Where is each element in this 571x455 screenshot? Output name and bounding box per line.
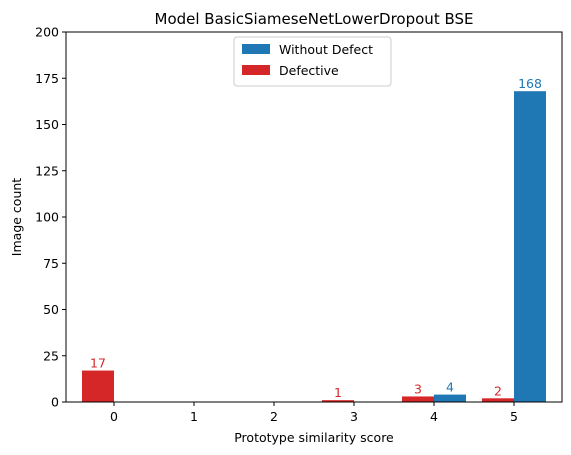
x-tick-label: 3	[350, 409, 358, 424]
x-axis: 0 1 2 3 4 5	[110, 402, 518, 424]
bar	[514, 91, 546, 402]
x-tick-label: 0	[110, 409, 118, 424]
bar	[482, 398, 514, 402]
x-tick-label: 4	[430, 409, 438, 424]
bar-data-label: 2	[494, 383, 502, 398]
y-tick-label: 100	[35, 210, 59, 225]
bar	[434, 394, 466, 402]
y-tick-label: 25	[43, 348, 59, 363]
y-axis-title: Image count	[9, 178, 24, 256]
y-tick-label: 125	[35, 163, 59, 178]
plot-area-frame	[65, 31, 563, 403]
bar-data-label: 3	[414, 381, 422, 396]
y-tick-label: 200	[35, 25, 59, 40]
x-tick-label: 2	[270, 409, 278, 424]
bar-data-label: 1	[334, 385, 342, 400]
x-tick-label: 5	[510, 409, 518, 424]
x-tick-label: 1	[190, 409, 198, 424]
chart-title: Model BasicSiameseNetLowerDropout BSE	[155, 10, 474, 28]
bars-group	[82, 91, 546, 402]
y-tick-label: 150	[35, 117, 59, 132]
legend-swatch	[242, 65, 270, 75]
bar-data-label: 4	[446, 380, 454, 395]
y-axis: 0 25 50 75 100 125 150 175 200	[35, 25, 66, 410]
bar-data-label: 168	[518, 76, 542, 91]
y-tick-label: 50	[43, 302, 59, 317]
legend-label: Without Defect	[279, 42, 373, 57]
legend-frame	[233, 36, 392, 87]
y-tick-label: 0	[51, 395, 59, 410]
x-axis-title: Prototype similarity score	[234, 430, 394, 445]
y-tick-label: 75	[43, 256, 59, 271]
bar	[322, 400, 354, 402]
legend-label: Defective	[279, 63, 339, 78]
legend-swatch	[242, 44, 270, 54]
bar	[82, 370, 114, 402]
bar-data-label: 17	[90, 356, 106, 371]
data-labels-group: 17 1 3 2 4 168	[90, 76, 542, 400]
y-tick-label: 175	[35, 71, 59, 86]
legend: Without Defect Defective	[233, 36, 392, 87]
bar	[402, 396, 434, 402]
